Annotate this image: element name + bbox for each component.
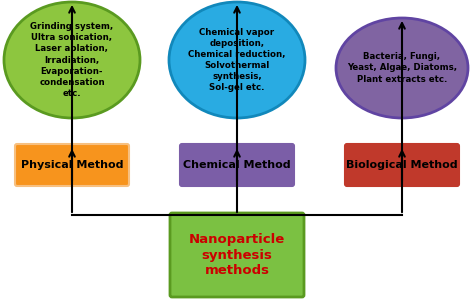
Text: Biological Method: Biological Method [346, 160, 458, 170]
FancyBboxPatch shape [15, 144, 129, 186]
FancyBboxPatch shape [170, 213, 304, 297]
Text: Nanoparticle
synthesis
methods: Nanoparticle synthesis methods [189, 233, 285, 277]
Text: Chemical vapor
deposition,
Chemical reduction,
Solvothermal
synthesis,
Sol-gel e: Chemical vapor deposition, Chemical redu… [188, 28, 286, 92]
Ellipse shape [169, 2, 305, 118]
Ellipse shape [336, 18, 468, 118]
Text: Chemical Method: Chemical Method [183, 160, 291, 170]
Text: Physical Method: Physical Method [21, 160, 123, 170]
FancyBboxPatch shape [180, 144, 294, 186]
Text: Grinding system,
Ultra sonication,
Laser ablation,
Irradiation,
Evaporation-
con: Grinding system, Ultra sonication, Laser… [30, 22, 114, 98]
FancyBboxPatch shape [345, 144, 459, 186]
Ellipse shape [4, 2, 140, 118]
Text: Bacteria, Fungi,
Yeast, Algae, Diatoms,
Plant extracts etc.: Bacteria, Fungi, Yeast, Algae, Diatoms, … [347, 53, 457, 84]
